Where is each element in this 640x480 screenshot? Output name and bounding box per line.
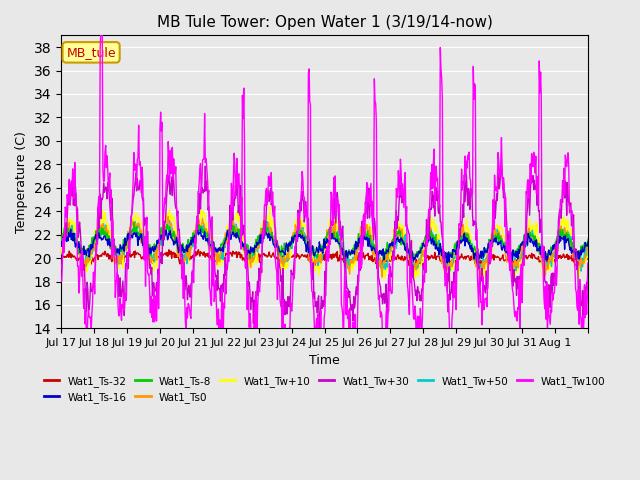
Wat1_Ts-16 — [57, 239, 65, 244]
Wat1_Ts0 — [243, 246, 250, 252]
Wat1_Ts-8 — [584, 237, 592, 242]
Line: Wat1_Tw+30: Wat1_Tw+30 — [61, 166, 588, 332]
Wat1_Ts0 — [477, 276, 485, 282]
Wat1_Ts0 — [584, 242, 592, 248]
Line: Wat1_Ts-8: Wat1_Ts-8 — [61, 222, 588, 261]
Wat1_Ts-32 — [410, 264, 418, 270]
Wat1_Tw+30 — [316, 329, 323, 335]
Wat1_Tw100 — [57, 279, 65, 285]
Wat1_Tw+50 — [380, 259, 387, 264]
Wat1_Ts-8 — [476, 258, 483, 264]
Wat1_Tw+30 — [216, 286, 223, 291]
Wat1_Ts-8 — [216, 245, 224, 251]
Wat1_Tw+30 — [409, 263, 417, 268]
Wat1_Ts-16 — [444, 260, 451, 266]
Wat1_Ts-16 — [243, 250, 250, 255]
Wat1_Ts-32 — [409, 260, 417, 265]
Wat1_Tw+50 — [409, 259, 417, 265]
Wat1_Tw+50 — [166, 218, 173, 224]
Wat1_Tw+10 — [266, 203, 274, 209]
Wat1_Ts-16 — [119, 244, 127, 250]
Wat1_Ts-16 — [262, 231, 270, 237]
Wat1_Ts-32 — [216, 256, 224, 262]
Wat1_Tw+10 — [584, 252, 592, 257]
Wat1_Tw+10 — [57, 251, 65, 257]
Line: Wat1_Tw+50: Wat1_Tw+50 — [61, 221, 588, 272]
Wat1_Tw100 — [243, 257, 250, 263]
Wat1_Ts-32 — [243, 257, 250, 263]
Y-axis label: Temperature (C): Temperature (C) — [15, 131, 28, 233]
Wat1_Tw100 — [262, 186, 270, 192]
Line: Wat1_Tw100: Wat1_Tw100 — [61, 15, 588, 369]
Wat1_Ts-16 — [409, 255, 417, 261]
Wat1_Tw+30 — [262, 221, 269, 227]
Wat1_Tw+10 — [262, 214, 269, 220]
Wat1_Tw+10 — [380, 269, 387, 275]
Wat1_Tw+30 — [57, 263, 65, 269]
Line: Wat1_Ts0: Wat1_Ts0 — [61, 216, 588, 279]
Wat1_Tw100 — [120, 289, 127, 295]
Text: MB_tule: MB_tule — [67, 46, 116, 59]
Wat1_Tw+30 — [584, 260, 592, 266]
Title: MB Tule Tower: Open Water 1 (3/19/14-now): MB Tule Tower: Open Water 1 (3/19/14-now… — [157, 15, 492, 30]
Wat1_Tw+30 — [380, 291, 387, 297]
Wat1_Ts-8 — [243, 241, 250, 247]
Line: Wat1_Ts-32: Wat1_Ts-32 — [61, 250, 588, 267]
Legend: Wat1_Ts-32, Wat1_Ts-16, Wat1_Ts-8, Wat1_Ts0, Wat1_Tw+10, Wat1_Tw+30, Wat1_Tw+50,: Wat1_Ts-32, Wat1_Ts-16, Wat1_Ts-8, Wat1_… — [40, 372, 609, 407]
X-axis label: Time: Time — [309, 354, 340, 367]
Wat1_Ts0 — [409, 267, 417, 273]
Wat1_Ts0 — [262, 228, 270, 233]
Wat1_Ts-8 — [119, 242, 127, 248]
Wat1_Ts-16 — [380, 246, 387, 252]
Wat1_Ts-8 — [130, 219, 138, 225]
Wat1_Tw+50 — [584, 247, 592, 252]
Wat1_Ts-8 — [57, 236, 65, 241]
Wat1_Tw+50 — [243, 254, 250, 260]
Wat1_Ts0 — [119, 249, 127, 254]
Wat1_Tw+50 — [216, 254, 224, 260]
Wat1_Ts-32 — [262, 252, 270, 258]
Wat1_Ts-16 — [584, 239, 592, 245]
Wat1_Tw100 — [98, 12, 106, 18]
Wat1_Ts-8 — [409, 252, 417, 258]
Wat1_Ts-32 — [195, 247, 202, 252]
Wat1_Ts-32 — [380, 261, 387, 267]
Wat1_Ts0 — [57, 241, 65, 247]
Wat1_Tw+10 — [444, 281, 452, 287]
Wat1_Ts-16 — [216, 248, 224, 254]
Line: Wat1_Ts-16: Wat1_Ts-16 — [61, 229, 588, 263]
Wat1_Ts0 — [216, 250, 224, 255]
Wat1_Tw+10 — [409, 265, 417, 271]
Wat1_Tw+50 — [262, 224, 270, 230]
Wat1_Tw100 — [216, 320, 224, 325]
Wat1_Tw+10 — [216, 250, 223, 256]
Wat1_Tw+50 — [57, 241, 65, 247]
Wat1_Tw100 — [380, 339, 387, 345]
Wat1_Tw+50 — [119, 246, 127, 252]
Wat1_Tw+30 — [242, 263, 250, 268]
Wat1_Ts-8 — [380, 257, 387, 263]
Wat1_Tw+10 — [242, 242, 250, 248]
Wat1_Tw+30 — [119, 278, 127, 284]
Wat1_Tw+50 — [477, 269, 485, 275]
Wat1_Tw100 — [410, 314, 417, 320]
Wat1_Tw+30 — [497, 163, 505, 168]
Wat1_Ts-8 — [262, 227, 270, 233]
Wat1_Tw100 — [381, 366, 388, 372]
Wat1_Ts0 — [380, 263, 387, 269]
Wat1_Tw+10 — [119, 265, 127, 271]
Wat1_Ts0 — [164, 214, 172, 219]
Wat1_Ts-32 — [119, 255, 127, 261]
Wat1_Tw100 — [584, 261, 592, 267]
Wat1_Ts-32 — [57, 254, 65, 260]
Wat1_Ts-16 — [196, 226, 204, 232]
Wat1_Ts-32 — [584, 254, 592, 260]
Line: Wat1_Tw+10: Wat1_Tw+10 — [61, 206, 588, 284]
